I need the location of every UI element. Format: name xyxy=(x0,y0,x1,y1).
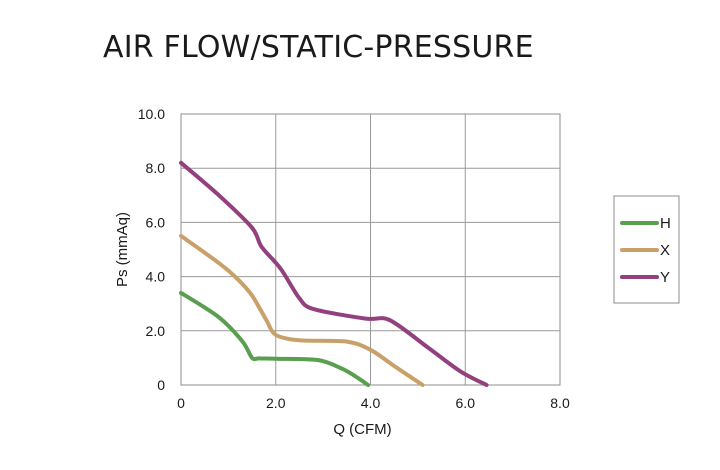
legend-label-y: Y xyxy=(660,269,670,286)
y-tick-label: 4.0 xyxy=(146,269,166,285)
x-tick-label: 0 xyxy=(177,395,185,411)
y-tick-label: 2.0 xyxy=(146,323,166,339)
x-tick-label: 8.0 xyxy=(550,395,570,411)
series-line-x xyxy=(179,233,425,387)
chart-title: AIR FLOW/STATIC-PRESSURE xyxy=(103,30,534,65)
y-tick-label: 6.0 xyxy=(146,214,166,230)
series-line-h xyxy=(179,290,371,387)
x-tick-label: 2.0 xyxy=(266,395,286,411)
x-tick-label: 6.0 xyxy=(456,395,476,411)
y-tick-label: 0 xyxy=(157,377,165,393)
y-axis-label: Ps (mmAq) xyxy=(114,212,131,287)
legend-label-x: X xyxy=(660,242,670,259)
series-line-y xyxy=(179,160,489,387)
legend-label-h: H xyxy=(660,215,671,232)
x-tick-label: 4.0 xyxy=(361,395,381,411)
x-axis-label: Q (CFM) xyxy=(333,421,391,438)
y-tick-label: 8.0 xyxy=(146,160,166,176)
y-tick-label: 10.0 xyxy=(138,106,165,122)
